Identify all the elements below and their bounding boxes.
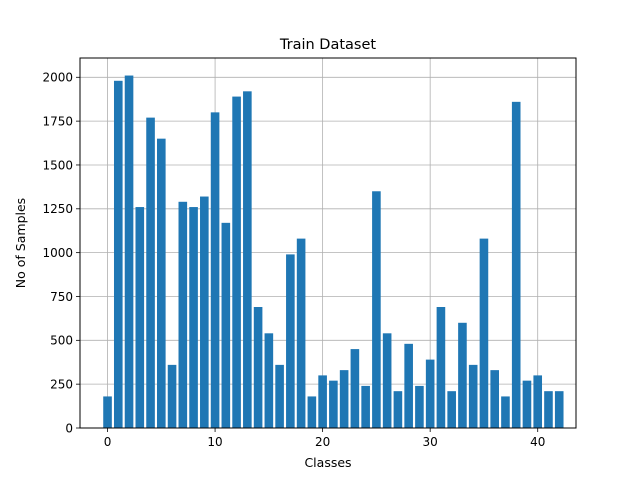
bar-class-28 [404, 343, 413, 428]
bar-class-14 [253, 307, 263, 428]
bar-class-23 [350, 349, 360, 428]
bar-class-7 [178, 201, 188, 428]
bar-class-34 [468, 364, 478, 428]
bar-class-35 [479, 238, 489, 428]
x-tick-label: 40 [530, 435, 545, 449]
y-tick-label: 1750 [42, 114, 73, 128]
bar-class-27 [393, 391, 403, 428]
bar-class-32 [447, 391, 456, 428]
bar-class-31 [436, 307, 446, 428]
chart-title: Train Dataset [279, 37, 376, 53]
x-tick-label: 30 [423, 435, 438, 449]
bar-class-10 [210, 112, 220, 428]
bar-class-11 [221, 222, 231, 428]
bar-class-30 [425, 359, 435, 428]
bar-class-26 [382, 333, 392, 428]
bar-class-42 [554, 391, 564, 428]
bar-class-6 [167, 364, 177, 428]
bar-class-17 [286, 254, 295, 428]
bar-class-39 [522, 380, 532, 428]
bar-class-19 [307, 396, 317, 428]
bar-class-24 [361, 385, 370, 428]
bar-class-9 [200, 196, 209, 428]
bar-class-3 [135, 207, 145, 428]
y-axis-ticks: 0 250 500 750 1000 1250 1500 1750 2000 [42, 71, 80, 435]
y-tick-label: 250 [50, 377, 73, 391]
bar-class-25 [372, 191, 381, 428]
bar-class-1 [113, 80, 123, 429]
y-axis-label: No of Samples [13, 198, 28, 288]
y-tick-label: 1250 [42, 202, 73, 216]
bar-series [103, 75, 564, 429]
bar-class-33 [458, 322, 467, 428]
bar-class-22 [339, 370, 349, 428]
bar-class-4 [146, 117, 155, 428]
x-tick-label: 0 [104, 435, 112, 449]
bar-class-29 [415, 385, 424, 428]
y-tick-label: 750 [50, 290, 73, 304]
bar-class-5 [157, 138, 166, 428]
bar-class-37 [501, 396, 510, 428]
x-axis-ticks: 0 10 20 30 40 [104, 428, 545, 449]
bar-class-38 [511, 101, 521, 428]
bar-class-21 [329, 380, 338, 428]
bar-class-13 [243, 91, 252, 428]
x-tick-label: 20 [315, 435, 330, 449]
y-tick-label: 500 [50, 334, 73, 348]
bar-class-36 [490, 370, 499, 428]
y-tick-label: 1500 [42, 158, 73, 172]
bar-class-12 [232, 96, 241, 429]
bar-class-15 [264, 333, 274, 428]
bar-class-2 [124, 75, 134, 428]
y-tick-label: 2000 [42, 71, 73, 85]
bar-class-16 [275, 364, 284, 428]
plot-frame [79, 57, 577, 429]
bar-class-8 [189, 207, 198, 428]
bar-class-40 [533, 375, 543, 428]
bar-class-20 [318, 375, 327, 428]
bar-class-18 [296, 238, 306, 428]
y-tick-label: 1000 [42, 246, 73, 260]
bar-class-41 [544, 391, 553, 428]
x-axis-label: Classes [304, 455, 351, 470]
y-tick-label: 0 [65, 421, 73, 435]
bar-class-0 [103, 396, 112, 428]
x-tick-label: 10 [207, 435, 222, 449]
